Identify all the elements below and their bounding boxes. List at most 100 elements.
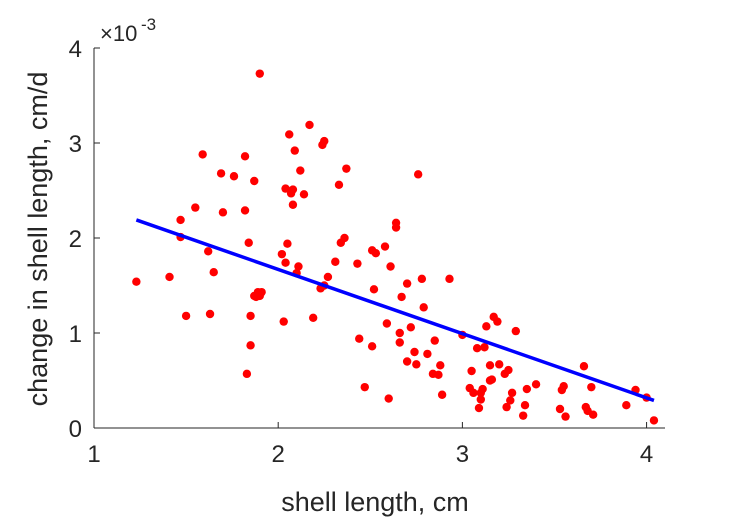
data-point: [476, 395, 486, 404]
data-point: [587, 382, 596, 392]
y-tick-label: 1: [69, 321, 82, 348]
data-point: [485, 361, 495, 370]
y-tick-label: 0: [69, 416, 82, 443]
data-point: [588, 410, 598, 419]
data-point: [417, 274, 427, 284]
data-point: [531, 380, 541, 389]
data-point: [434, 370, 443, 379]
data-point: [191, 203, 200, 212]
data-point: [342, 164, 351, 173]
scatter-series: [132, 69, 659, 425]
data-point: [281, 184, 290, 193]
data-point: [467, 366, 476, 376]
data-point: [502, 402, 511, 412]
data-point: [176, 215, 185, 225]
data-point: [579, 362, 589, 371]
data-point: [493, 317, 502, 326]
data-point: [242, 369, 252, 379]
data-point: [290, 146, 299, 155]
data-point: [367, 342, 377, 351]
data-point: [474, 403, 484, 413]
data-point: [331, 257, 340, 266]
data-point: [277, 249, 287, 259]
data-point: [181, 311, 191, 321]
data-point: [340, 233, 349, 243]
data-point: [305, 120, 314, 130]
data-point: [561, 412, 570, 421]
data-point: [246, 341, 255, 350]
data-point: [402, 357, 412, 366]
data-point: [294, 262, 303, 271]
data-point: [436, 361, 445, 370]
data-point: [478, 384, 487, 394]
data-point: [649, 416, 659, 425]
data-point: [209, 268, 218, 277]
data-point: [522, 384, 532, 394]
data-point: [240, 206, 250, 215]
data-point: [323, 272, 333, 282]
data-point: [285, 130, 294, 139]
data-point: [371, 249, 381, 258]
data-point: [229, 172, 239, 181]
data-point: [250, 176, 259, 186]
data-point: [283, 239, 292, 248]
data-point: [218, 208, 228, 217]
x-axis-label: shell length, cm: [281, 487, 469, 517]
data-point: [412, 360, 421, 369]
y-axis-label: change in shell length, cm/d: [23, 72, 53, 407]
data-point: [216, 169, 226, 178]
data-point: [360, 382, 369, 392]
y-tick-label: 2: [69, 226, 82, 253]
data-point: [511, 326, 521, 336]
data-point: [469, 388, 478, 398]
data-point: [507, 388, 517, 398]
data-point: [520, 401, 530, 410]
data-point: [255, 69, 264, 78]
data-point: [487, 375, 497, 384]
data-point: [240, 152, 250, 161]
data-point: [410, 347, 419, 357]
data-point: [165, 272, 174, 282]
data-point: [518, 411, 528, 420]
data-point: [279, 317, 288, 326]
data-point: [395, 328, 404, 338]
data-point: [506, 396, 515, 405]
data-point: [395, 338, 404, 347]
data-point: [246, 311, 255, 321]
fit-line-series: [135, 218, 655, 403]
data-point: [244, 238, 253, 247]
data-point: [504, 365, 513, 375]
fit-line: [135, 218, 655, 403]
data-point: [308, 313, 318, 322]
data-point: [205, 309, 215, 319]
data-point: [334, 180, 344, 189]
data-point: [288, 200, 298, 209]
data-point: [281, 258, 290, 267]
data-point: [437, 390, 447, 399]
data-point: [402, 279, 412, 288]
data-point: [353, 259, 362, 268]
data-point: [299, 190, 309, 199]
y-axis-exponent: -3: [141, 15, 156, 34]
data-point: [555, 404, 565, 414]
data-point: [413, 170, 423, 179]
data-point: [423, 349, 432, 359]
data-point: [380, 242, 390, 251]
data-point: [482, 322, 491, 331]
x-tick-label: 3: [456, 441, 469, 468]
data-point: [559, 382, 568, 391]
data-point: [445, 274, 454, 284]
data-point: [391, 218, 401, 227]
data-point: [320, 136, 329, 146]
data-point: [296, 166, 305, 175]
data-point: [204, 247, 213, 256]
data-point: [480, 343, 489, 352]
data-point: [369, 285, 379, 294]
y-tick-label: 4: [69, 36, 82, 63]
data-point: [472, 344, 482, 353]
data-point: [384, 394, 393, 403]
data-point: [495, 360, 504, 369]
data-point: [622, 401, 631, 410]
